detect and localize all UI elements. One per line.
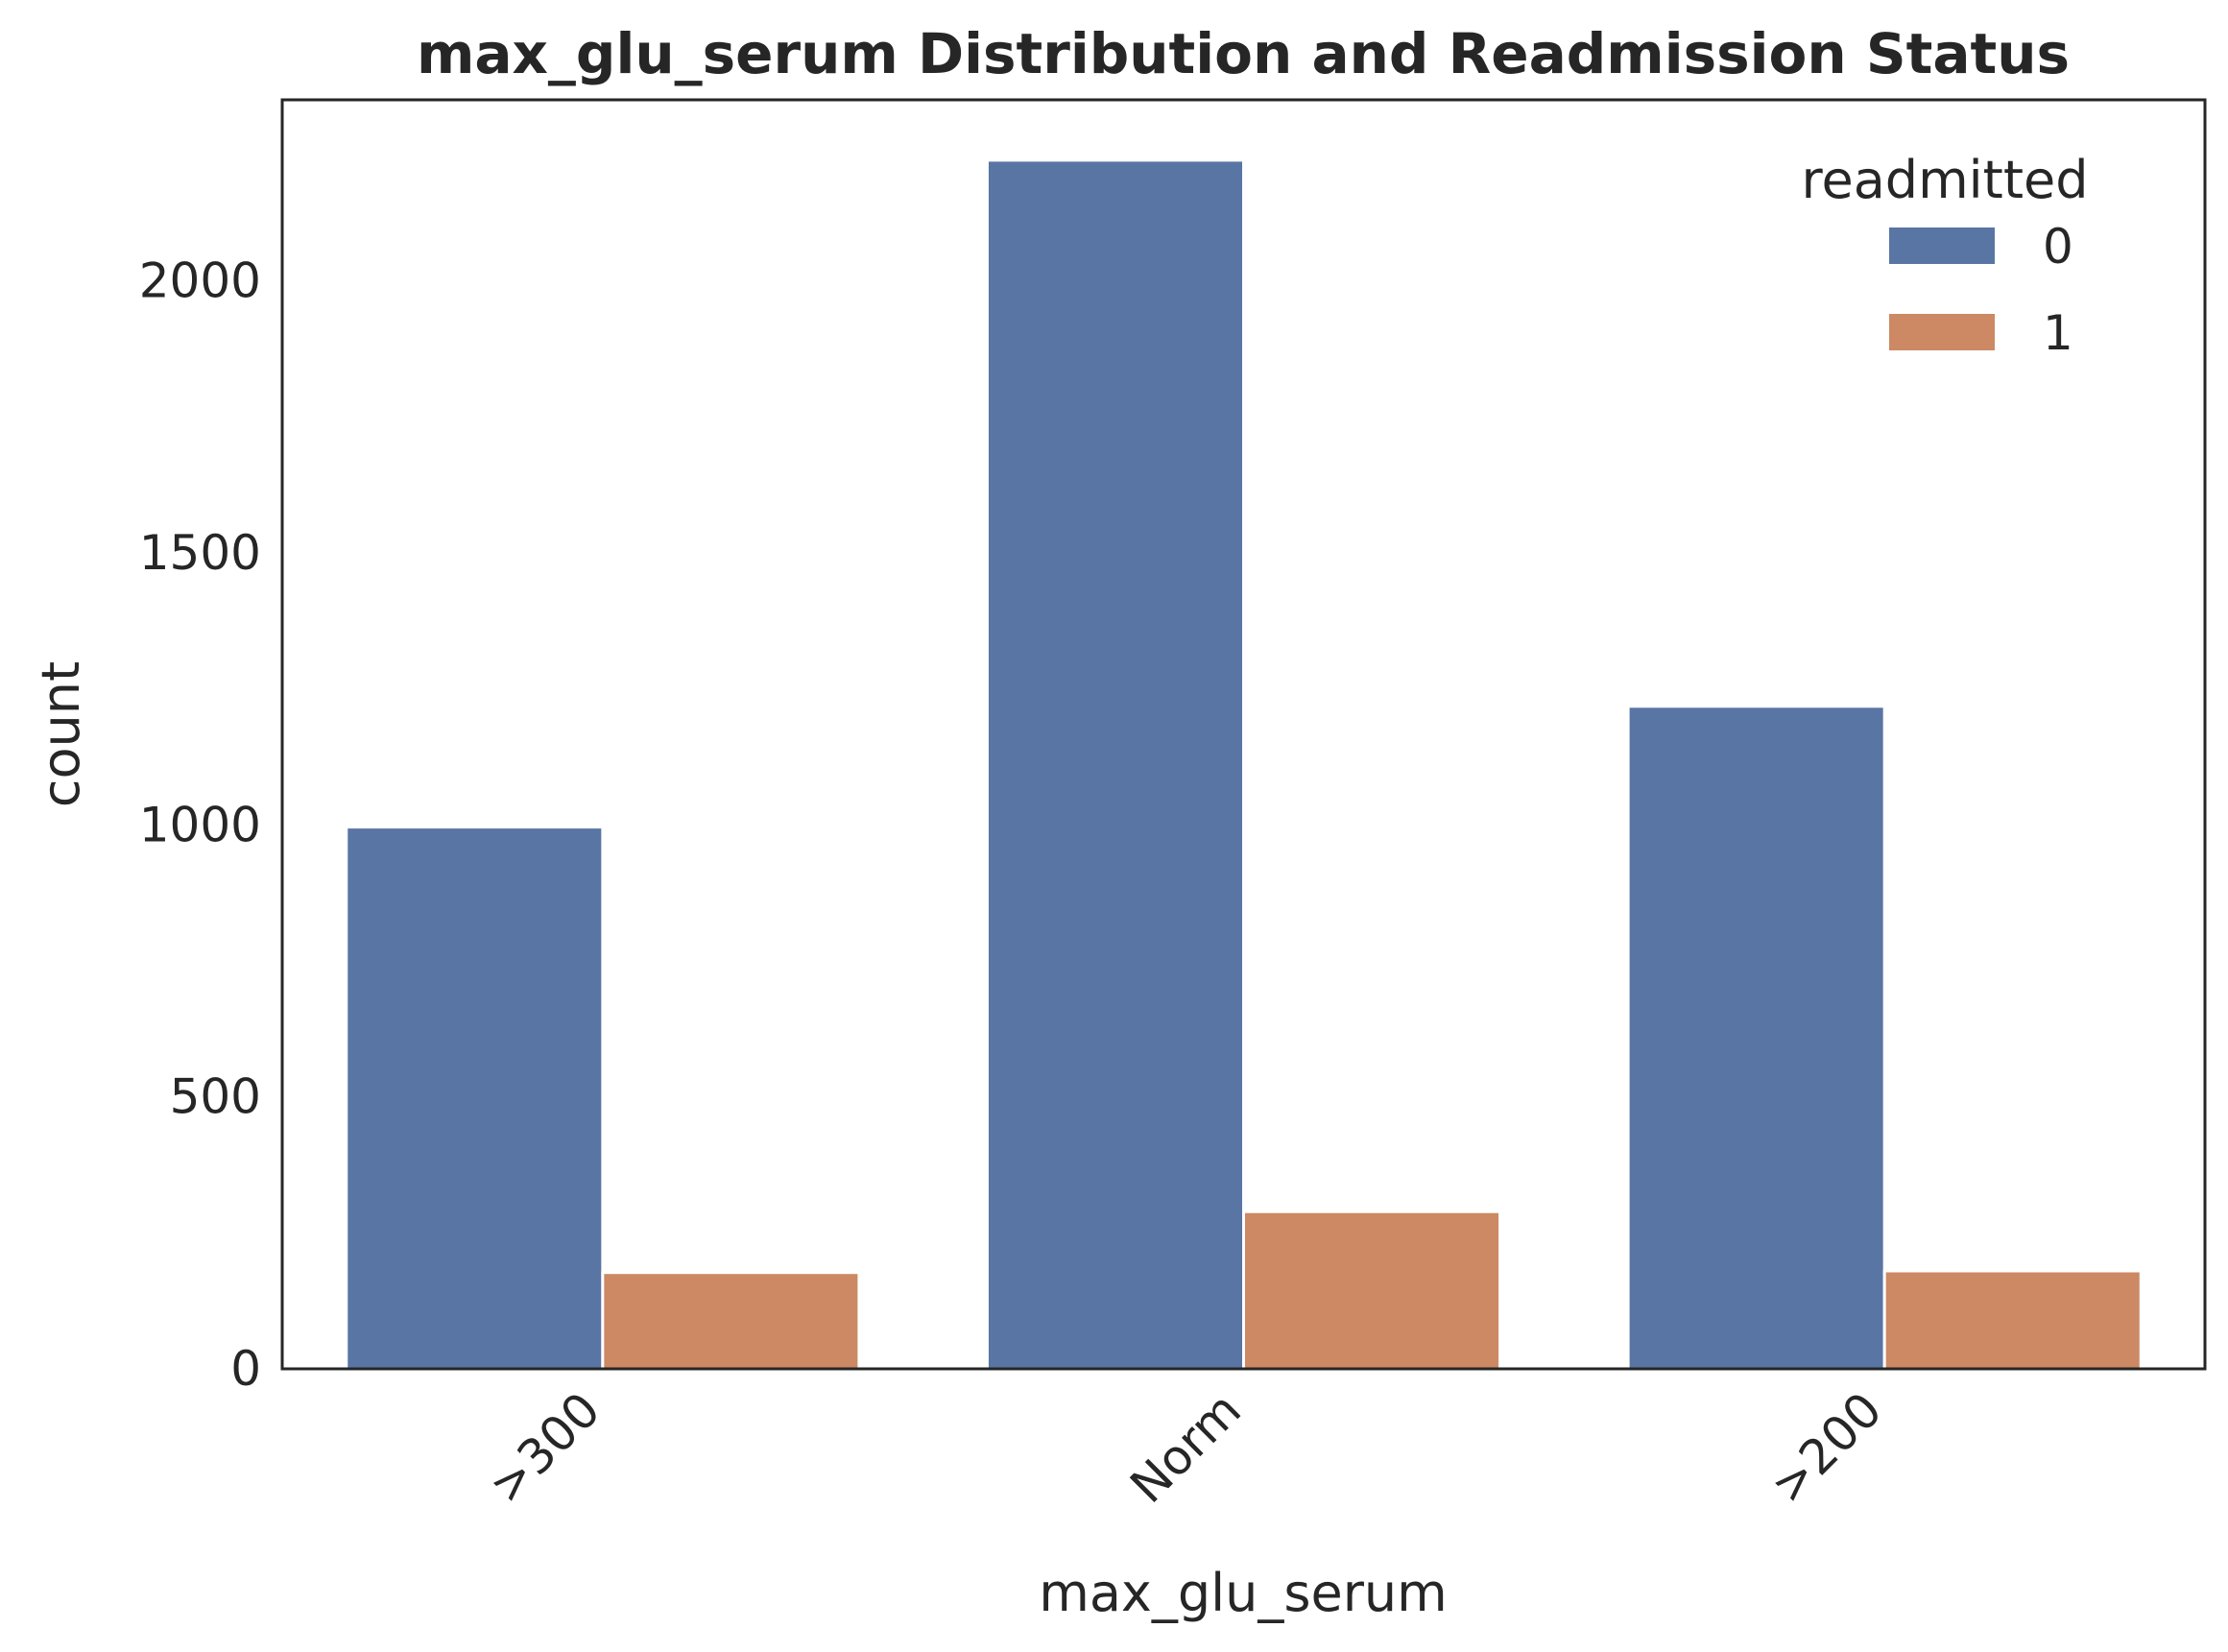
legend-label-1: 1 <box>2043 305 2073 361</box>
bar-200-series-0 <box>1626 705 1886 1371</box>
bar-300-series-1 <box>601 1271 861 1371</box>
legend: readmitted 0 1 <box>1801 150 2088 361</box>
x-axis: >300 Norm >200 <box>478 1381 1892 1514</box>
legend-swatch-1 <box>1889 314 1995 350</box>
legend-title: readmitted <box>1801 150 2088 210</box>
legend-swatch-0 <box>1889 227 1995 264</box>
y-axis: 0 500 1000 1500 2000 <box>139 253 261 1397</box>
y-tick-label: 0 <box>230 1341 261 1397</box>
x-tick-label: >300 <box>478 1381 611 1514</box>
y-tick-label: 2000 <box>139 253 261 309</box>
plot-frame <box>280 98 2207 1371</box>
bar-Norm-series-0 <box>985 158 1246 1371</box>
y-axis-label: count <box>31 661 91 807</box>
bar-Norm-series-1 <box>1242 1209 1502 1371</box>
y-tick-label: 1000 <box>139 797 261 852</box>
y-tick-label: 1500 <box>139 525 261 581</box>
legend-label-0: 0 <box>2043 219 2073 275</box>
bar-300-series-0 <box>345 826 605 1371</box>
chart-title: max_glu_serum Distribution and Readmissi… <box>417 21 2070 86</box>
y-tick-label: 500 <box>170 1069 261 1125</box>
bars-group <box>345 158 2143 1371</box>
bar-200-series-1 <box>1882 1269 2143 1371</box>
x-tick-label: Norm <box>1120 1381 1252 1513</box>
x-tick-label: >200 <box>1761 1381 1893 1514</box>
x-axis-label: max_glu_serum <box>1039 1563 1448 1623</box>
